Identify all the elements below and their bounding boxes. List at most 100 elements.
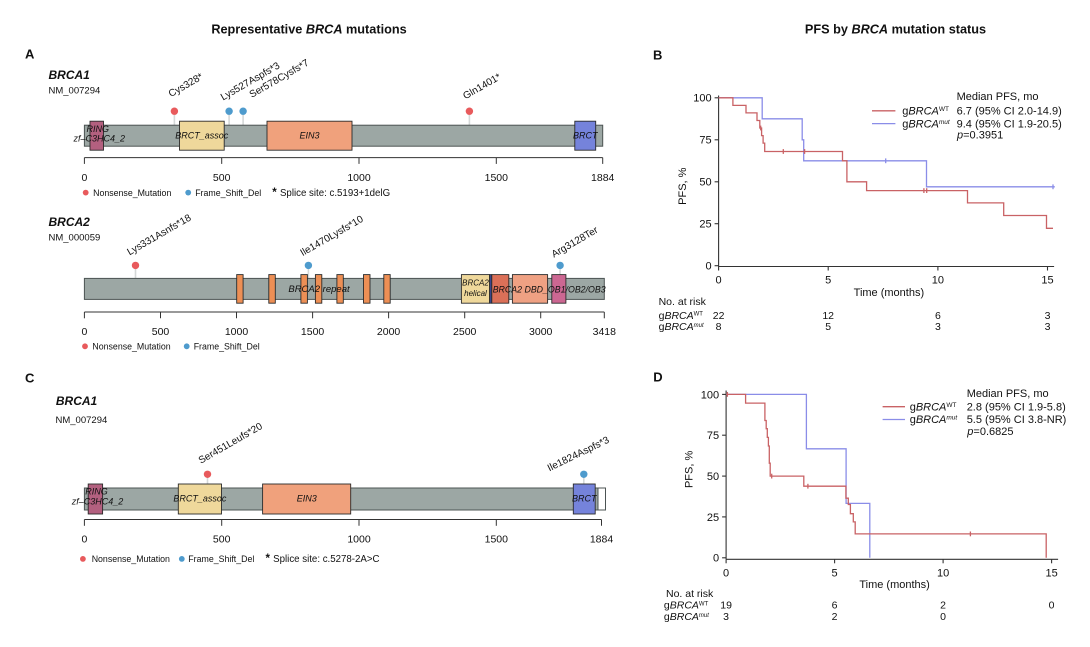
svg-text:6.7 (95% CI 2.0-14.9): 6.7 (95% CI 2.0-14.9) xyxy=(957,106,1062,118)
svg-text:gBRCAmut: gBRCAmut xyxy=(664,611,709,623)
svg-text:500: 500 xyxy=(152,326,170,338)
svg-text:1884: 1884 xyxy=(590,533,614,545)
svg-text:9.4 (95% CI 1.9-20.5): 9.4 (95% CI 1.9-20.5) xyxy=(957,118,1062,130)
svg-text:zf–C3HC4_2: zf–C3HC4_2 xyxy=(73,134,126,144)
svg-text:100: 100 xyxy=(701,389,719,401)
svg-text:PFS by BRCA mutation status: PFS by BRCA mutation status xyxy=(805,23,986,37)
svg-text:10: 10 xyxy=(932,275,944,287)
svg-text:6: 6 xyxy=(832,600,838,612)
svg-text:1500: 1500 xyxy=(485,172,509,184)
svg-text:EIN3: EIN3 xyxy=(297,493,317,503)
svg-text:Representative BRCA mutations: Representative BRCA mutations xyxy=(211,23,406,37)
svg-text:5: 5 xyxy=(825,275,831,287)
svg-text:PFS, %: PFS, % xyxy=(684,451,696,489)
svg-text:0: 0 xyxy=(705,261,711,273)
svg-text:75: 75 xyxy=(707,430,719,442)
svg-text:0: 0 xyxy=(81,326,87,338)
svg-text:0: 0 xyxy=(723,568,729,580)
svg-text:BRCT: BRCT xyxy=(572,493,598,503)
svg-text:A: A xyxy=(25,47,35,62)
svg-text:500: 500 xyxy=(213,172,231,184)
svg-text:* Splice site: c.5278-2A>C: * Splice site: c.5278-2A>C xyxy=(266,553,380,565)
svg-text:Nonsense_Mutation: Nonsense_Mutation xyxy=(92,554,170,564)
svg-text:zf–C3HC4_2: zf–C3HC4_2 xyxy=(71,496,124,506)
svg-text:PFS, %: PFS, % xyxy=(677,167,689,205)
svg-text:2000: 2000 xyxy=(377,326,401,338)
svg-text:gBRCAWT: gBRCAWT xyxy=(910,401,957,413)
svg-text:75: 75 xyxy=(699,135,711,147)
svg-text:* Splice site: c.5193+1delG: * Splice site: c.5193+1delG xyxy=(272,187,390,199)
svg-text:BRCT_assoc: BRCT_assoc xyxy=(175,130,229,140)
svg-text:gBRCAWT: gBRCAWT xyxy=(902,106,949,118)
svg-text:0: 0 xyxy=(940,611,946,623)
svg-text:3418: 3418 xyxy=(593,326,617,338)
svg-text:0: 0 xyxy=(716,275,722,287)
svg-text:0: 0 xyxy=(1049,600,1055,612)
svg-text:2: 2 xyxy=(940,600,946,612)
svg-text:12: 12 xyxy=(822,310,834,322)
svg-text:2: 2 xyxy=(832,611,838,623)
svg-text:2500: 2500 xyxy=(453,326,477,338)
svg-text:helical: helical xyxy=(464,289,487,298)
svg-text:BRCT_assoc: BRCT_assoc xyxy=(173,493,227,503)
svg-text:Frame_Shift_Del: Frame_Shift_Del xyxy=(194,342,260,352)
svg-text:BRCA2: BRCA2 xyxy=(49,215,91,229)
svg-text:50: 50 xyxy=(707,471,719,483)
svg-text:1884: 1884 xyxy=(591,172,615,184)
svg-text:gBRCAmut: gBRCAmut xyxy=(902,118,951,130)
svg-text:gBRCAWT: gBRCAWT xyxy=(664,600,709,612)
svg-text:NM_007294: NM_007294 xyxy=(49,86,101,97)
svg-text:Time (months): Time (months) xyxy=(859,579,930,591)
svg-text:19: 19 xyxy=(720,600,732,612)
svg-text:NM_000059: NM_000059 xyxy=(49,233,101,244)
svg-text:3: 3 xyxy=(1045,310,1051,322)
svg-text:p=0.6825: p=0.6825 xyxy=(966,426,1013,438)
svg-text:6: 6 xyxy=(935,310,941,322)
svg-text:1500: 1500 xyxy=(301,326,325,338)
svg-text:BRCT: BRCT xyxy=(573,130,599,140)
svg-text:Nonsense_Mutation: Nonsense_Mutation xyxy=(93,188,171,198)
svg-text:BRCA2: BRCA2 xyxy=(462,279,489,288)
svg-text:NM_007294: NM_007294 xyxy=(56,415,108,426)
svg-text:No. at risk: No. at risk xyxy=(659,296,707,308)
svg-text:B: B xyxy=(653,48,662,63)
svg-text:50: 50 xyxy=(699,177,711,189)
svg-text:1500: 1500 xyxy=(485,533,509,545)
svg-text:1000: 1000 xyxy=(347,533,371,545)
svg-text:gBRCAWT: gBRCAWT xyxy=(659,310,704,322)
svg-text:gBRCAmut: gBRCAmut xyxy=(659,321,704,333)
svg-text:Median PFS, mo: Median PFS, mo xyxy=(967,388,1049,400)
svg-text:5.5 (95% CI 3.8-NR): 5.5 (95% CI 3.8-NR) xyxy=(967,414,1067,426)
svg-text:0: 0 xyxy=(713,553,719,565)
svg-text:Frame_Shift_Del: Frame_Shift_Del xyxy=(195,188,261,198)
svg-text:Median PFS, mo: Median PFS, mo xyxy=(957,91,1039,103)
svg-text:8: 8 xyxy=(716,321,722,333)
svg-text:1000: 1000 xyxy=(225,326,249,338)
svg-text:No. at risk: No. at risk xyxy=(666,588,714,600)
svg-text:C: C xyxy=(25,370,35,385)
svg-text:2.8 (95% CI 1.9-5.8): 2.8 (95% CI 1.9-5.8) xyxy=(967,401,1066,413)
svg-text:3: 3 xyxy=(1045,321,1051,333)
svg-text:Nonsense_Mutation: Nonsense_Mutation xyxy=(92,342,170,352)
svg-text:1000: 1000 xyxy=(347,172,371,184)
svg-text:D: D xyxy=(653,370,662,385)
svg-text:Frame_Shift_Del: Frame_Shift_Del xyxy=(188,554,254,564)
svg-text:500: 500 xyxy=(213,533,231,545)
svg-text:gBRCAmut: gBRCAmut xyxy=(910,414,959,426)
svg-text:25: 25 xyxy=(707,512,719,524)
svg-text:BRCA1: BRCA1 xyxy=(49,68,91,82)
svg-text:100: 100 xyxy=(693,93,711,105)
svg-text:3000: 3000 xyxy=(529,326,553,338)
svg-text:10: 10 xyxy=(937,568,949,580)
svg-text:15: 15 xyxy=(1041,275,1053,287)
svg-text:0: 0 xyxy=(81,172,87,184)
svg-text:5: 5 xyxy=(832,568,838,580)
svg-text:BRCA2 repeat: BRCA2 repeat xyxy=(288,284,350,295)
svg-text:BRCA1: BRCA1 xyxy=(56,394,98,408)
svg-text:3: 3 xyxy=(723,611,729,623)
svg-text:BRCA2 DBD_OB1/OB2/OB3: BRCA2 DBD_OB1/OB2/OB3 xyxy=(493,284,606,294)
svg-text:RING: RING xyxy=(87,124,110,134)
svg-text:25: 25 xyxy=(699,219,711,231)
svg-text:0: 0 xyxy=(81,533,87,545)
svg-text:15: 15 xyxy=(1045,568,1057,580)
